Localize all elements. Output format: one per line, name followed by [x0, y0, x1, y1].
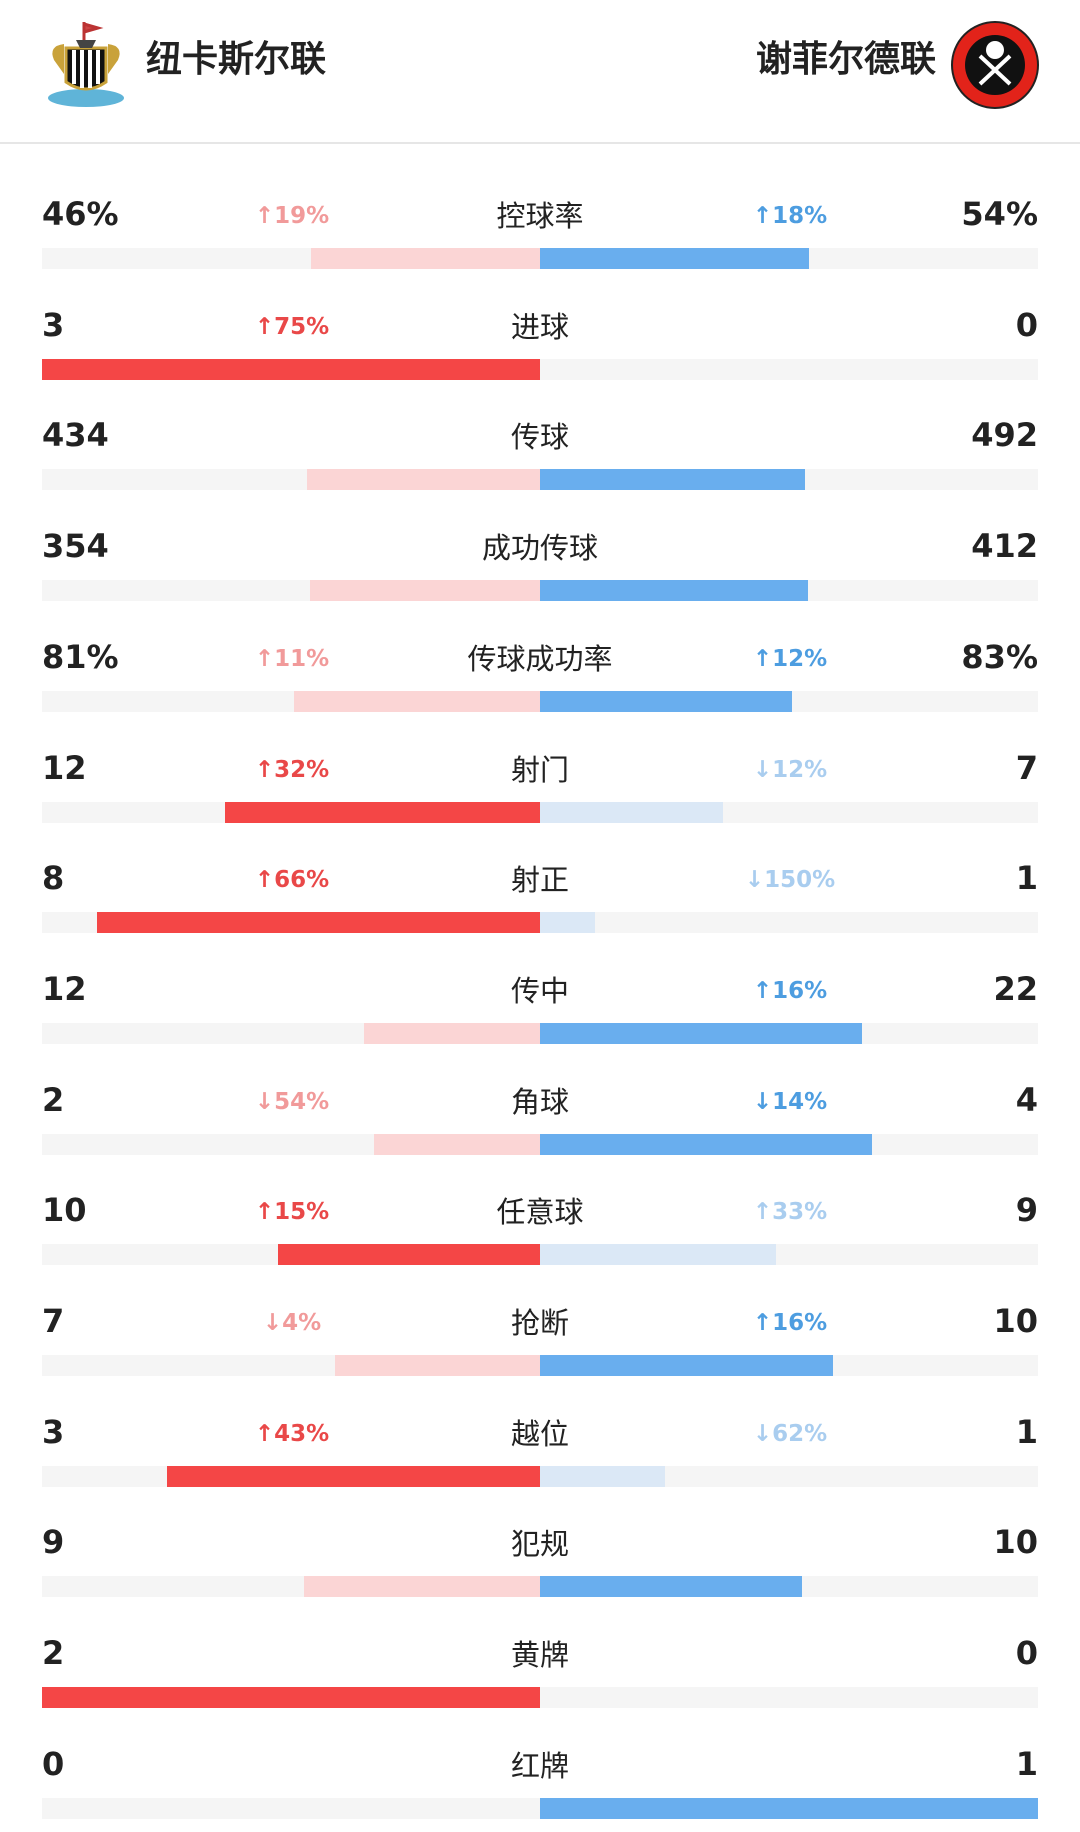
- away-bar: [540, 1465, 665, 1487]
- home-bar: [306, 469, 540, 491]
- home-value: 434: [42, 416, 109, 455]
- stat-label: 抢断: [510, 1306, 569, 1340]
- home-team: 纽卡斯尔联: [146, 39, 327, 80]
- away-trend: ↓12%: [752, 756, 828, 783]
- away-value: 4: [1015, 1080, 1038, 1119]
- away-trend: ↑18%: [752, 203, 828, 229]
- home-bar: [304, 1576, 540, 1598]
- stat-label: 犯规: [510, 1527, 569, 1562]
- away-trend: ↓62%: [752, 1420, 828, 1447]
- stat-label: 传球成功率: [467, 641, 613, 676]
- home-value: 10: [42, 1191, 87, 1230]
- away-value: 0: [1015, 1634, 1038, 1673]
- home-bar: [374, 1133, 540, 1155]
- stat-label: 成功传球: [481, 531, 598, 566]
- home-value: 8: [42, 859, 65, 898]
- home-trend: ↓54%: [254, 1088, 330, 1115]
- home-trend: ↓4%: [262, 1310, 322, 1336]
- away-bar: [540, 801, 724, 823]
- away-bar: [540, 580, 808, 602]
- away-bar: [540, 1022, 863, 1044]
- header: 纽卡斯尔联 谢菲尔德联: [0, 0, 1080, 144]
- home-value: 3: [42, 1412, 65, 1451]
- home-value: 2: [42, 1080, 65, 1119]
- home-value: 46%: [42, 195, 119, 233]
- away-value: 7: [1015, 748, 1038, 787]
- away-value: 412: [971, 527, 1038, 566]
- away-value: 22: [993, 969, 1038, 1008]
- away-value: 0: [1015, 305, 1038, 344]
- home-trend: ↑19%: [254, 203, 330, 229]
- away-bar: [540, 469, 805, 491]
- stat-label: 越位: [510, 1416, 569, 1451]
- home-value: 354: [42, 527, 109, 566]
- away-bar: [540, 1244, 776, 1266]
- home-value: 12: [42, 969, 87, 1008]
- away-bar: [540, 690, 793, 712]
- stat-label: 进球: [510, 309, 569, 344]
- away-trend: ↓14%: [752, 1088, 828, 1115]
- home-bar: [42, 1687, 540, 1709]
- home-trend: ↑32%: [254, 756, 330, 783]
- away-value: 1: [1015, 859, 1038, 898]
- home-value: 7: [42, 1302, 65, 1340]
- home-value: 0: [42, 1744, 65, 1783]
- away-value: 1: [1015, 1412, 1038, 1451]
- away-bar: [540, 1576, 803, 1598]
- home-value: 81%: [42, 637, 119, 676]
- home-bar: [166, 1465, 540, 1487]
- away-bar: [540, 1797, 1038, 1819]
- stat-label: 角球: [510, 1084, 569, 1119]
- home-bar: [310, 248, 540, 269]
- home-bar: [364, 1022, 540, 1044]
- stat-label: 射正: [510, 863, 569, 898]
- away-value: 1: [1015, 1744, 1038, 1783]
- stat-label: 控球率: [496, 199, 584, 233]
- away-value: 83%: [961, 637, 1038, 676]
- away-value: 10: [993, 1523, 1038, 1562]
- home-bar: [277, 1244, 540, 1266]
- away-trend: ↑33%: [752, 1199, 828, 1226]
- home-value: 12: [42, 748, 87, 787]
- home-logo: [48, 22, 124, 107]
- home-trend: ↑66%: [254, 867, 330, 894]
- stat-label: 传中: [510, 973, 569, 1008]
- home-bar: [225, 801, 540, 823]
- stat-label: 传球: [510, 420, 569, 455]
- home-bar: [97, 912, 540, 934]
- stat-label: 红牌: [510, 1748, 569, 1783]
- away-logo: [951, 21, 1039, 109]
- home-value: 9: [42, 1523, 65, 1562]
- away-bar: [540, 1133, 872, 1155]
- stat-label: 任意球: [496, 1195, 584, 1230]
- away-bar: [540, 1355, 833, 1376]
- home-trend: ↑15%: [254, 1199, 330, 1226]
- home-bar: [309, 580, 540, 602]
- home-bar: [42, 358, 540, 380]
- home-trend: ↑75%: [254, 313, 330, 340]
- away-value: 9: [1015, 1191, 1038, 1230]
- away-trend: ↓150%: [744, 867, 836, 894]
- away-value: 54%: [961, 195, 1038, 233]
- away-bar: [540, 912, 596, 934]
- home-trend: ↑43%: [254, 1420, 330, 1447]
- home-trend: ↑11%: [254, 645, 330, 672]
- away-team: 谢菲尔德联: [755, 39, 936, 80]
- away-value: 10: [993, 1302, 1038, 1340]
- stat-label: 射门: [510, 752, 569, 787]
- home-value: 2: [42, 1634, 65, 1673]
- stat-label: 黄牌: [510, 1638, 569, 1673]
- away-trend: ↑16%: [752, 1310, 828, 1336]
- away-trend: ↑16%: [752, 977, 828, 1004]
- home-bar: [294, 690, 540, 712]
- away-value: 492: [971, 416, 1038, 455]
- home-value: 3: [42, 305, 65, 344]
- away-trend: ↑12%: [752, 645, 828, 672]
- away-bar: [540, 248, 809, 269]
- home-bar: [334, 1355, 540, 1376]
